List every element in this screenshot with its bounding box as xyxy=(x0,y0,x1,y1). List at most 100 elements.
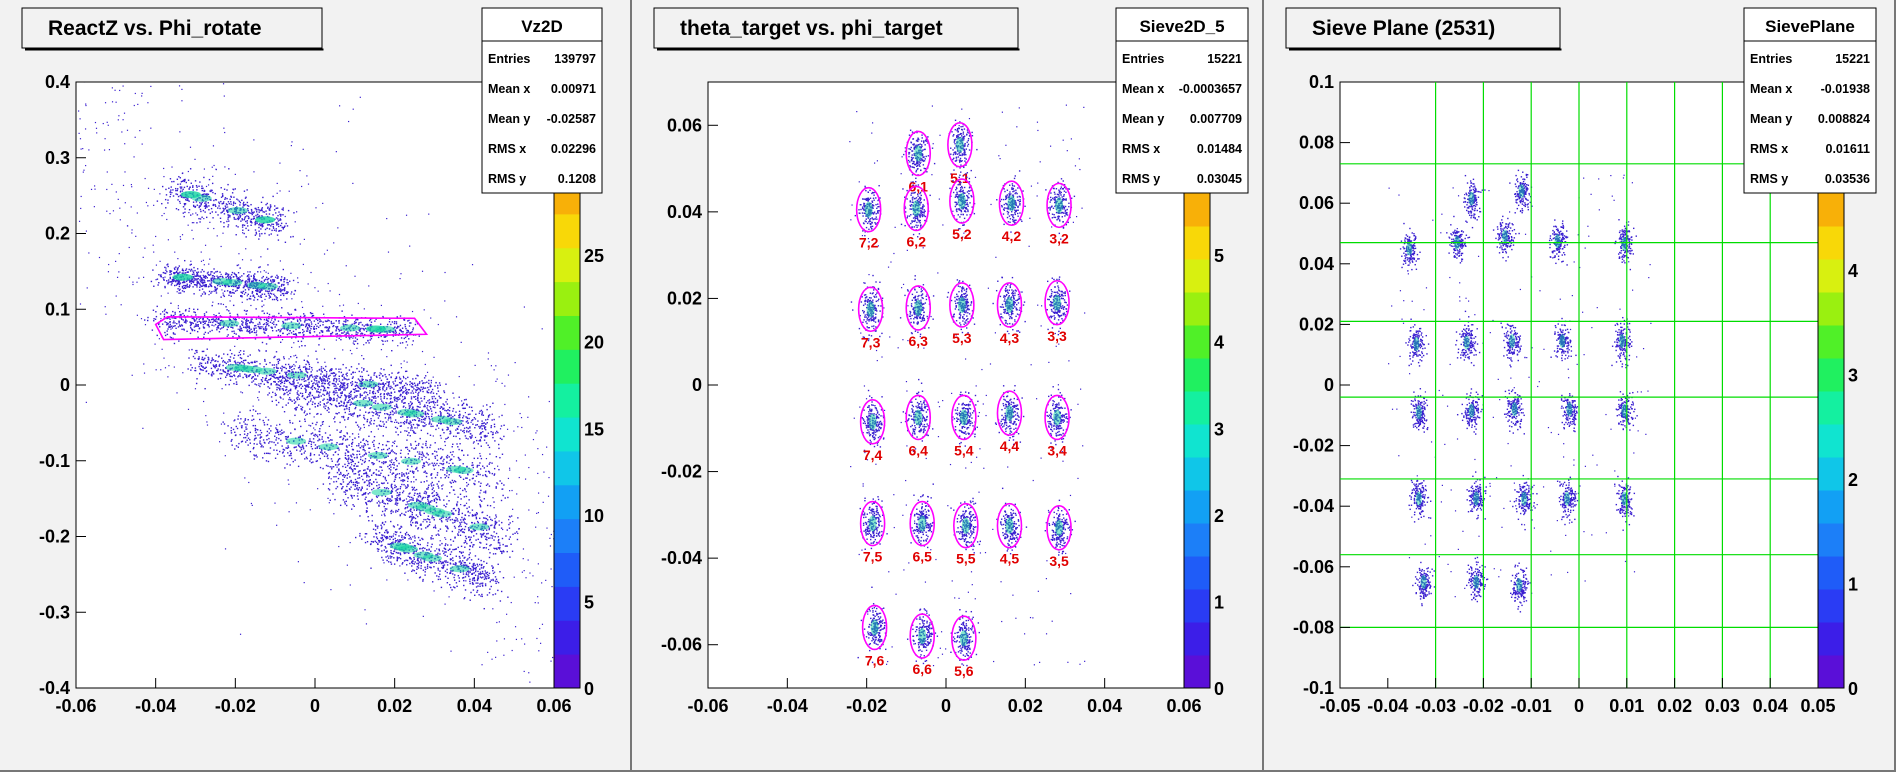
data-point xyxy=(222,202,225,205)
data-point xyxy=(219,441,221,443)
data-point xyxy=(237,287,239,289)
data-point xyxy=(298,322,300,324)
data-point xyxy=(245,327,248,329)
data-point xyxy=(391,339,394,342)
data-point xyxy=(275,384,277,386)
data-point xyxy=(209,258,211,260)
data-point xyxy=(227,206,229,208)
data-point xyxy=(304,326,307,328)
data-point xyxy=(379,386,381,389)
data-point xyxy=(214,320,217,323)
data-point xyxy=(241,295,243,297)
data-point xyxy=(187,408,190,410)
data-point xyxy=(210,278,212,281)
data-point xyxy=(274,319,276,321)
data-point xyxy=(317,384,319,386)
data-point xyxy=(107,124,109,126)
data-point xyxy=(422,452,424,454)
data-point xyxy=(165,311,168,314)
data-point xyxy=(455,316,458,318)
data-point xyxy=(469,512,471,514)
data-point xyxy=(105,313,107,315)
data-point xyxy=(298,398,301,400)
data-point xyxy=(328,408,330,410)
data-point xyxy=(200,362,203,365)
data-point xyxy=(195,201,198,203)
data-point xyxy=(284,371,286,374)
data-point xyxy=(431,396,433,398)
data-point xyxy=(228,202,231,205)
data-point xyxy=(319,337,321,340)
data-point xyxy=(190,364,192,366)
data-point xyxy=(218,365,221,367)
data-point xyxy=(251,377,253,380)
data-point xyxy=(310,312,313,315)
data-point xyxy=(218,205,220,207)
density-peak xyxy=(442,418,463,426)
data-point xyxy=(232,188,234,190)
data-point xyxy=(270,326,272,328)
data-point xyxy=(293,363,295,366)
data-point xyxy=(85,104,87,107)
data-point xyxy=(189,280,192,282)
data-point xyxy=(242,224,244,226)
data-point xyxy=(443,390,445,392)
data-point xyxy=(162,277,164,279)
data-point xyxy=(330,403,333,406)
data-point xyxy=(186,320,188,322)
data-point xyxy=(136,281,138,283)
data-point xyxy=(169,273,171,276)
data-point xyxy=(167,317,169,319)
data-point xyxy=(262,326,264,328)
data-point xyxy=(325,441,327,443)
data-point xyxy=(169,193,172,196)
data-point xyxy=(431,398,434,400)
data-point xyxy=(254,361,256,364)
data-point xyxy=(195,382,198,385)
data-point xyxy=(458,414,460,417)
data-point xyxy=(303,397,305,400)
data-point xyxy=(325,365,327,368)
data-point xyxy=(277,288,279,290)
data-point xyxy=(369,422,371,424)
data-point xyxy=(199,276,201,278)
data-point xyxy=(215,363,217,366)
data-point xyxy=(190,369,192,371)
data-point xyxy=(234,188,236,190)
data-point xyxy=(210,277,212,280)
data-point xyxy=(364,327,367,330)
data-point xyxy=(270,319,273,321)
data-point xyxy=(175,317,177,320)
data-point xyxy=(105,5,106,6)
data-point xyxy=(461,400,463,402)
data-point xyxy=(299,318,301,321)
data-point xyxy=(421,416,423,418)
data-point xyxy=(304,318,307,320)
data-point xyxy=(218,201,220,203)
data-point xyxy=(215,292,218,294)
data-point xyxy=(199,218,202,220)
data-point xyxy=(348,338,351,340)
data-point xyxy=(311,325,313,328)
data-point xyxy=(490,425,493,427)
data-point xyxy=(204,204,207,207)
data-point xyxy=(173,314,175,317)
data-point xyxy=(486,435,488,437)
data-point xyxy=(210,367,213,370)
data-point xyxy=(204,211,206,213)
data-point xyxy=(197,281,200,283)
data-point xyxy=(283,382,286,384)
data-point xyxy=(402,385,404,388)
data-point xyxy=(319,457,321,460)
data-point xyxy=(359,414,361,417)
data-point xyxy=(547,692,548,693)
data-point xyxy=(411,425,413,428)
data-point xyxy=(203,276,205,279)
data-point xyxy=(185,319,187,321)
data-point xyxy=(280,213,282,216)
data-point xyxy=(363,368,365,370)
data-point xyxy=(334,421,336,423)
data-point xyxy=(338,378,340,380)
data-point xyxy=(314,402,316,405)
data-point xyxy=(95,127,98,129)
